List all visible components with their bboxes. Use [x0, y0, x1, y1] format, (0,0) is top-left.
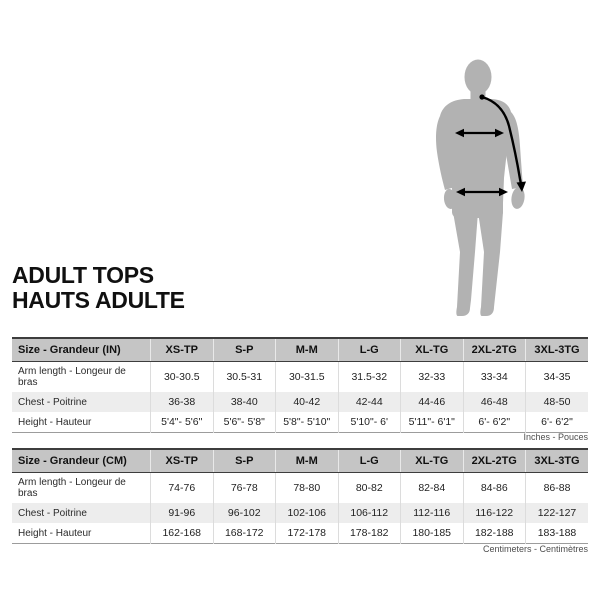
measurement-row: Arm length - Longeur de bras 30-30.5 30.5-…	[12, 361, 588, 392]
size-table-inches-header: Size - Grandeur (IN) XS-TP S-P M-M L-G XL-TG 2…	[12, 338, 588, 362]
size-unit-header-cell: Size - Grandeur (CM)	[12, 449, 151, 473]
measurement-value-cell: 86-88	[525, 472, 588, 503]
measurement-value-cell: 34-35	[525, 361, 588, 392]
size-column-header: M-M	[275, 338, 338, 362]
measurement-value-cell: 96-102	[212, 503, 276, 523]
measurement-value-cell: 122-127	[525, 503, 588, 523]
size-column-header: L-G	[337, 338, 401, 362]
size-column-header: XS-TP	[150, 449, 213, 473]
measurement-value-cell: 172-178	[275, 523, 338, 544]
measurement-value-cell: 42-44	[337, 392, 401, 412]
size-table-inches-body: Arm length - Longeur de bras 30-30.5 30.5-…	[12, 361, 588, 433]
size-table-centimeters-body: Arm length - Longeur de bras 74-76 76-78 78…	[12, 472, 588, 544]
body-silhouette-graphic	[436, 59, 526, 316]
measurement-value-cell: 78-80	[275, 472, 338, 503]
arm-length-measure-line	[479, 94, 526, 192]
size-column-header: M-M	[275, 449, 338, 473]
measurement-row: Height - Hauteur 162-168 168-172 172-178 178…	[12, 523, 588, 544]
size-table-centimeters-header: Size - Grandeur (CM) XS-TP S-P M-M L-G XL-TG 2…	[12, 449, 588, 473]
measurement-value-cell: 36-38	[150, 392, 213, 412]
measurement-row: Arm length - Longeur de bras 74-76 76-78 78…	[12, 472, 588, 503]
measurement-value-cell: 84-86	[462, 472, 526, 503]
measurement-value-cell: 46-48	[462, 392, 526, 412]
measurement-value-cell: 76-78	[212, 472, 276, 503]
measurement-value-cell: 31.5-32	[337, 361, 401, 392]
page-title-fr: HAUTS ADULTE	[12, 287, 185, 313]
size-table-inches: Size - Grandeur (IN) XS-TP S-P M-M L-G XL-TG 2…	[12, 337, 588, 433]
measurement-row-label: Height - Hauteur	[18, 416, 92, 428]
measurement-row-label: Arm length - Longeur de bras	[18, 366, 126, 388]
measurement-value-cell: 178-182	[337, 523, 401, 544]
measurement-value-cell: 33-34	[462, 361, 526, 392]
chest-measure-arrow	[455, 128, 504, 138]
measurement-value-cell: 30-31.5	[275, 361, 338, 392]
size-column-header: 3XL-3TG	[525, 338, 588, 362]
measurement-value-cell: 6'- 6'2"	[462, 412, 526, 433]
centimeters-footnote: Centimeters - Centimètres	[482, 544, 588, 554]
measurement-value-cell: 112-116	[400, 503, 463, 523]
measurement-value-cell: 183-188	[525, 523, 588, 544]
measurement-value-cell: 5'6"- 5'8"	[212, 412, 276, 433]
measurement-value-cell: 168-172	[212, 523, 276, 544]
size-table-centimeters: Size - Grandeur (CM) XS-TP S-P M-M L-G XL-TG 2…	[12, 448, 588, 544]
measurement-value-cell: 80-82	[337, 472, 401, 503]
measurement-value-cell: 5'11"- 6'1"	[400, 412, 463, 433]
size-unit-header-cell: Size - Grandeur (IN)	[12, 338, 151, 362]
measurement-value-cell: 5'8"- 5'10"	[275, 412, 338, 433]
measurement-value-cell: 182-188	[462, 523, 526, 544]
page-title-en: ADULT TOPS	[12, 262, 154, 288]
measurement-value-cell: 106-112	[337, 503, 401, 523]
measurement-value-cell: 32-33	[400, 361, 463, 392]
measurement-row-label: Arm length - Longeur de bras	[18, 477, 126, 499]
measurement-value-cell: 40-42	[275, 392, 338, 412]
measurement-value-cell: 5'4"- 5'6"	[150, 412, 213, 433]
size-column-header: XL-TG	[400, 449, 463, 473]
size-header-row: Size - Grandeur (CM) XS-TP S-P M-M L-G XL-TG 2…	[12, 449, 588, 473]
measurement-value-cell: 91-96	[150, 503, 213, 523]
measurement-row-label: Chest - Poitrine	[18, 507, 87, 519]
body-silhouette	[436, 59, 525, 316]
measurement-value-cell: 102-106	[275, 503, 338, 523]
measurement-value-cell: 74-76	[150, 472, 213, 503]
waist-measure-arrow	[456, 187, 508, 197]
size-column-header: XL-TG	[400, 338, 463, 362]
measurement-value-cell: 162-168	[150, 523, 213, 544]
measurement-value-cell: 180-185	[400, 523, 463, 544]
size-header-row: Size - Grandeur (IN) XS-TP S-P M-M L-G XL-TG 2…	[12, 338, 588, 362]
measurement-value-cell: 30.5-31	[212, 361, 276, 392]
size-column-header: 2XL-2TG	[462, 449, 526, 473]
measurement-value-cell: 38-40	[212, 392, 276, 412]
inches-footnote: Inches - Pouces	[523, 432, 588, 442]
measurement-value-cell: 82-84	[400, 472, 463, 503]
size-column-header: S-P	[212, 449, 276, 473]
size-column-header: S-P	[212, 338, 276, 362]
measurement-value-cell: 116-122	[462, 503, 526, 523]
measurement-row: Chest - Poitrine 36-38 38-40 40-42 42-44 44-4…	[12, 392, 588, 412]
body-measurement-figure	[390, 0, 600, 332]
measurement-value-cell: 48-50	[525, 392, 588, 412]
size-column-header: XS-TP	[150, 338, 213, 362]
page-title: ADULT TOPS HAUTS ADULTE	[12, 263, 185, 313]
measurement-value-cell: 44-46	[400, 392, 463, 412]
measurement-row-label: Height - Hauteur	[18, 527, 92, 539]
size-column-header: 3XL-3TG	[525, 449, 588, 473]
measurement-row: Height - Hauteur 5'4"- 5'6" 5'6"- 5'8" 5'8"…	[12, 412, 588, 433]
measurement-value-cell: 30-30.5	[150, 361, 213, 392]
size-column-header: 2XL-2TG	[462, 338, 526, 362]
size-column-header: L-G	[337, 449, 401, 473]
measurement-value-cell: 6'- 6'2"	[525, 412, 588, 433]
measurement-value-cell: 5'10"- 6'	[337, 412, 401, 433]
measurement-row-label: Chest - Poitrine	[18, 396, 87, 408]
measurement-row: Chest - Poitrine 91-96 96-102 102-106 106-11…	[12, 503, 588, 523]
